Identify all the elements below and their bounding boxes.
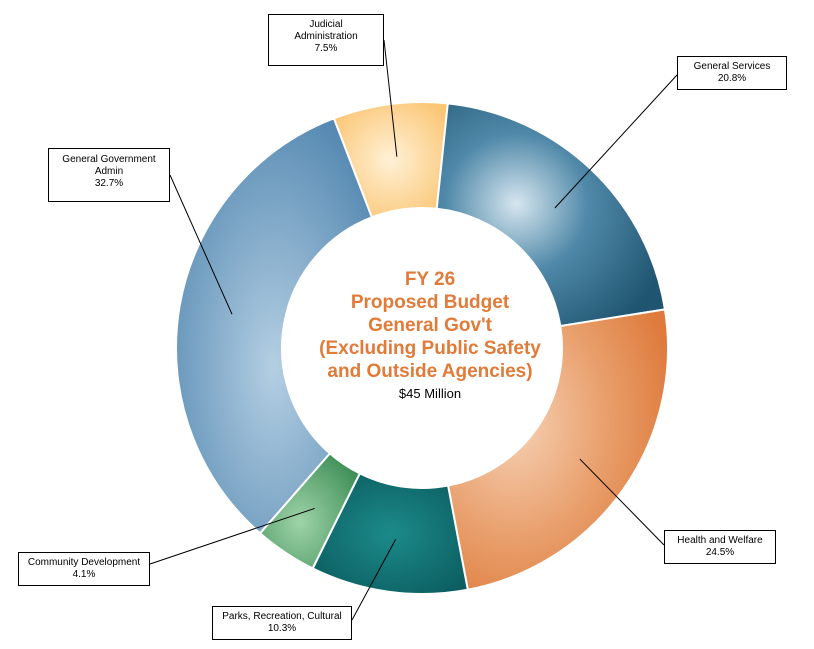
- center-total: $45 Million: [398, 386, 462, 401]
- label-judicial-administration: Judicial Administration 7.5%: [268, 14, 384, 66]
- leader-line-general-government-admin: [169, 174, 233, 315]
- label-judicial-line1: Judicial: [309, 19, 343, 30]
- donut-center-text: FY 26 Proposed Budget General Gov't (Exc…: [290, 268, 570, 403]
- label-parks-line1: Parks, Recreation, Cultural: [222, 611, 342, 622]
- label-general-government-admin: General Government Admin 32.7%: [48, 148, 170, 202]
- leader-line-parks-recreation-cultural: [351, 538, 397, 621]
- label-community-percent: 4.1%: [72, 569, 96, 580]
- label-community-line1: Community Development: [27, 557, 141, 568]
- label-general-government-line1: General Government: [62, 154, 156, 165]
- label-general-government-line2: Admin: [94, 166, 124, 177]
- label-parks-recreation-cultural: Parks, Recreation, Cultural 10.3%: [212, 606, 352, 640]
- label-health-percent: 24.5%: [705, 547, 735, 558]
- label-general-government-percent: 32.7%: [94, 178, 124, 189]
- label-community-development: Community Development 4.1%: [18, 552, 150, 586]
- label-judicial-percent: 7.5%: [314, 43, 338, 54]
- center-title-line3: General Gov't: [368, 315, 492, 336]
- label-health-line1: Health and Welfare: [677, 535, 763, 546]
- leader-line-community-development: [149, 507, 315, 565]
- slice-general-government-admin: [175, 117, 374, 535]
- center-title-line1: FY 26: [404, 269, 456, 290]
- slice-general-services: [435, 102, 667, 328]
- slice-health-and-welfare: [446, 308, 669, 591]
- center-title-line5: and Outside Agencies): [327, 361, 533, 382]
- label-general-services-percent: 20.8%: [717, 73, 747, 84]
- label-judicial-line2: Administration: [294, 31, 358, 42]
- leader-line-judicial-administration: [383, 39, 398, 157]
- leader-line-general-services: [554, 74, 678, 209]
- label-parks-percent: 10.3%: [267, 623, 297, 634]
- label-health-and-welfare: Health and Welfare 24.5%: [664, 530, 776, 564]
- center-title-line2: Proposed Budget: [350, 292, 510, 313]
- center-title-line4: (Excluding Public Safety: [319, 338, 541, 359]
- label-general-services-line1: General Services: [693, 61, 771, 72]
- label-general-services: General Services 20.8%: [677, 56, 787, 90]
- leader-line-health-and-welfare: [579, 458, 665, 546]
